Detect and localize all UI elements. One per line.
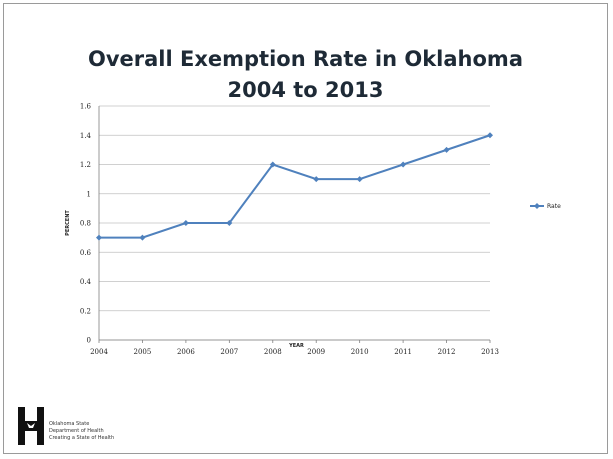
data-point xyxy=(400,161,407,168)
y-tick-label: 0.4 xyxy=(80,278,92,286)
x-tick-label: 2010 xyxy=(351,348,369,356)
x-axis-title: YEAR xyxy=(288,343,304,349)
data-point xyxy=(313,176,320,183)
x-tick-label: 2006 xyxy=(177,348,195,356)
data-point xyxy=(269,161,276,168)
y-tick-label: 0.8 xyxy=(80,220,91,228)
y-tick-label: 0 xyxy=(87,337,91,345)
data-point xyxy=(443,146,450,153)
logo-line-1: Oklahoma State xyxy=(49,421,90,427)
chart-title: Overall Exemption Rate in Oklahoma 2004 … xyxy=(4,44,607,106)
x-tick-label: 2004 xyxy=(90,348,108,356)
y-tick-label: 1.6 xyxy=(80,103,92,111)
series-line xyxy=(99,134,491,239)
chart-title-line-1: Overall Exemption Rate in Oklahoma xyxy=(87,47,523,71)
legend-label: Rate xyxy=(547,203,561,210)
logo-text: Oklahoma State Department of Health Crea… xyxy=(49,421,114,442)
y-tick-label: 0.2 xyxy=(80,307,91,315)
x-tick-label: 2009 xyxy=(307,348,325,356)
x-tick-label: 2013 xyxy=(481,348,499,356)
data-point xyxy=(182,220,189,226)
y-axis-title: PERCENT xyxy=(65,210,71,236)
logo-line-2: Department of Health xyxy=(49,428,104,434)
y-tick-label: 0.6 xyxy=(80,249,92,257)
data-point xyxy=(487,132,493,139)
chart-title-line-2: 2004 to 2013 xyxy=(227,78,384,102)
slide: Overall Exemption Rate in Oklahoma 2004 … xyxy=(3,3,608,454)
x-tick-label: 2008 xyxy=(264,348,282,356)
logo-line-3: Creating a State of Health xyxy=(49,435,115,441)
legend-marker xyxy=(534,203,540,209)
osdh-logo: Oklahoma State Department of Health Crea… xyxy=(18,405,128,449)
data-point xyxy=(96,234,102,241)
oklahoma-state-department-of-health-logo-icon xyxy=(18,407,44,445)
y-tick-label: 1.4 xyxy=(80,132,92,140)
y-tick-label: 1 xyxy=(87,190,91,198)
x-tick-label: 2012 xyxy=(438,348,456,356)
data-point xyxy=(356,176,363,183)
data-point xyxy=(139,234,146,241)
x-tick-label: 2007 xyxy=(220,348,238,356)
x-tick-label: 2005 xyxy=(134,348,152,356)
data-point xyxy=(226,220,233,226)
x-tick-label: 2011 xyxy=(394,348,412,356)
y-tick-label: 1.2 xyxy=(80,161,91,169)
